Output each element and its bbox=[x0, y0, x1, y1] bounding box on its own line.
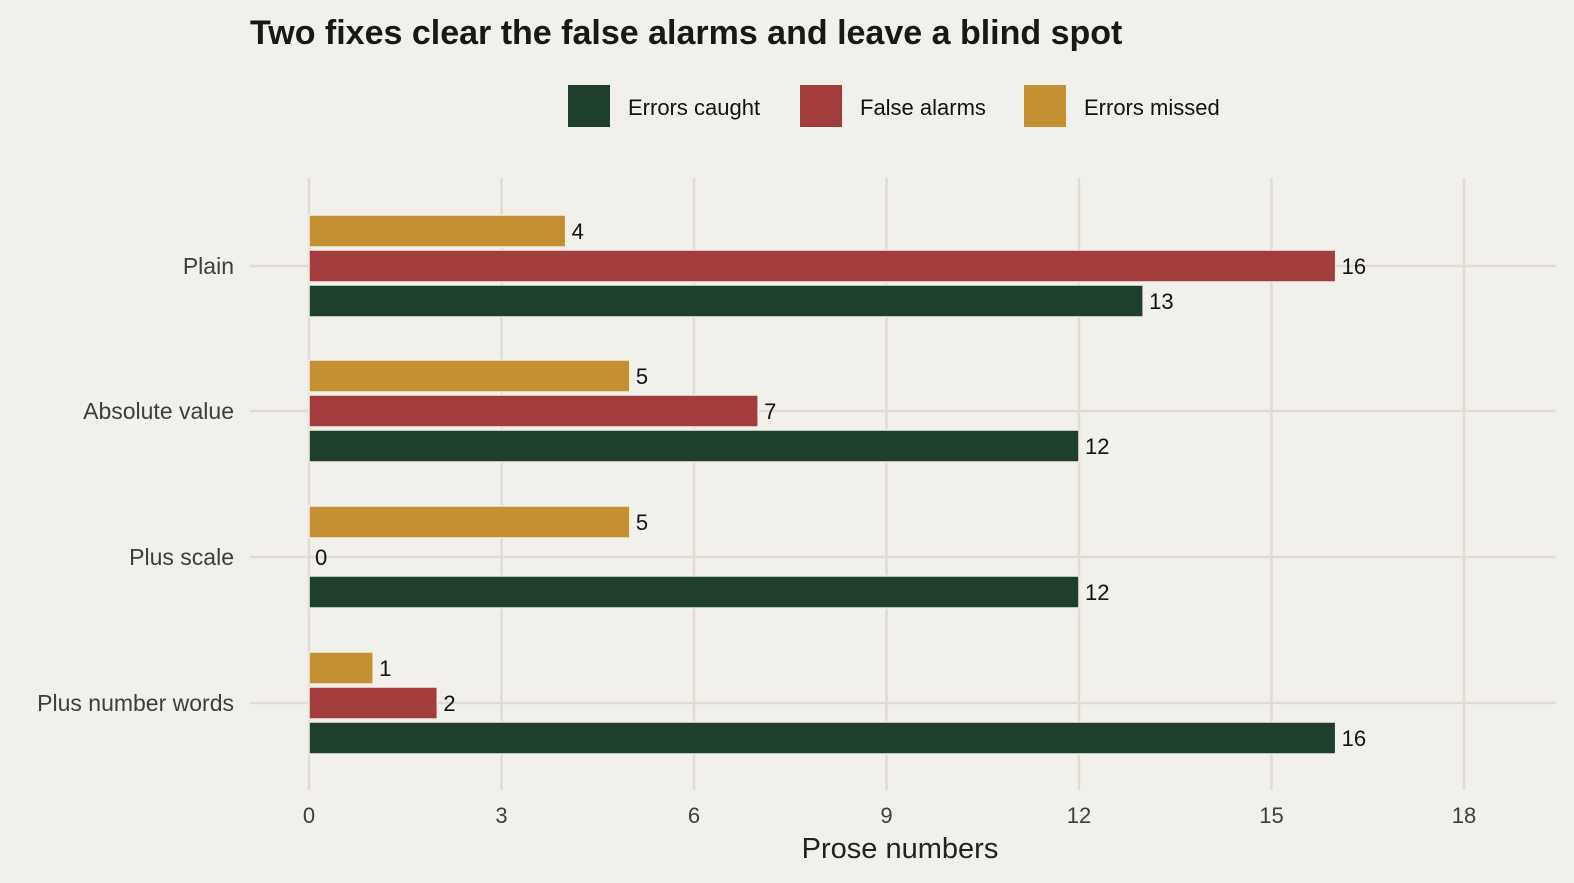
y-tick-label-3: Plus number words bbox=[37, 690, 234, 716]
chart-title: Two fixes clear the false alarms and lea… bbox=[250, 14, 1122, 52]
y-tick-label-1: Absolute value bbox=[83, 398, 234, 424]
bar-0-0 bbox=[308, 284, 1144, 318]
y-tick-label-0: Plain bbox=[183, 253, 234, 279]
bar-1-1 bbox=[308, 394, 759, 428]
bar-3-0 bbox=[308, 721, 1337, 755]
value-label-1-1: 7 bbox=[764, 399, 776, 424]
x-tick-label-5: 15 bbox=[1259, 803, 1283, 828]
x-tick-label-3: 9 bbox=[880, 803, 892, 828]
x-axis-title: Prose numbers bbox=[802, 833, 999, 865]
bar-3-1 bbox=[308, 686, 439, 720]
value-label-1-2: 5 bbox=[636, 364, 648, 389]
legend-label-2: Errors missed bbox=[1084, 95, 1220, 120]
legend-label-1: False alarms bbox=[860, 95, 986, 120]
value-label-0-2: 4 bbox=[572, 219, 584, 244]
bar-2-0 bbox=[308, 575, 1080, 609]
legend: Errors caught False alarms Errors missed bbox=[568, 85, 1220, 127]
bar-2-2 bbox=[308, 505, 631, 539]
value-label-0-1: 16 bbox=[1342, 254, 1366, 279]
legend-label-0: Errors caught bbox=[628, 95, 760, 120]
value-label-2-1: 0 bbox=[315, 545, 327, 570]
legend-swatch-2 bbox=[1024, 85, 1066, 127]
x-axis: 0 3 6 9 12 15 18 bbox=[303, 803, 1476, 828]
value-label-1-0: 12 bbox=[1085, 434, 1109, 459]
value-label-3-0: 16 bbox=[1342, 726, 1366, 751]
value-label-0-0: 13 bbox=[1149, 289, 1173, 314]
value-label-3-2: 1 bbox=[379, 656, 391, 681]
value-label-3-1: 2 bbox=[443, 691, 455, 716]
value-label-2-0: 12 bbox=[1085, 580, 1109, 605]
bar-0-1 bbox=[308, 249, 1337, 283]
value-label-2-2: 5 bbox=[636, 510, 648, 535]
y-axis: Plain Absolute value Plus scale Plus number… bbox=[37, 253, 234, 716]
bars bbox=[308, 214, 1337, 755]
legend-swatch-0 bbox=[568, 85, 610, 127]
x-tick-label-4: 12 bbox=[1067, 803, 1091, 828]
bar-1-0 bbox=[308, 429, 1080, 463]
x-tick-label-2: 6 bbox=[688, 803, 700, 828]
bar-3-2 bbox=[308, 651, 374, 685]
x-tick-label-1: 3 bbox=[495, 803, 507, 828]
y-tick-label-2: Plus scale bbox=[129, 544, 234, 570]
bar-1-2 bbox=[308, 359, 631, 393]
legend-swatch-1 bbox=[800, 85, 842, 127]
x-tick-label-0: 0 bbox=[303, 803, 315, 828]
bar-0-2 bbox=[308, 214, 567, 248]
x-tick-label-6: 18 bbox=[1452, 803, 1476, 828]
